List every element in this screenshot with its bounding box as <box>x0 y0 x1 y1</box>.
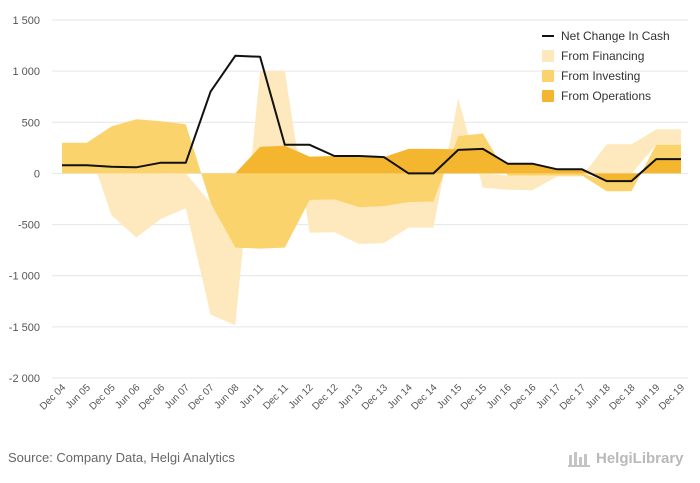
area-from-investing <box>62 119 681 249</box>
x-tick-label: Jun 08 <box>212 382 241 411</box>
x-tick-label: Dec 18 <box>607 382 637 412</box>
legend-label: From Investing <box>561 69 640 83</box>
x-tick-label: Dec 12 <box>310 382 340 412</box>
x-tick-label: Dec 04 <box>38 382 68 412</box>
x-tick-label: Dec 17 <box>558 382 588 412</box>
legend-swatch <box>542 90 554 102</box>
area-from-financing <box>62 70 681 326</box>
x-tick-label: Dec 19 <box>657 382 687 412</box>
legend-swatch <box>542 50 554 62</box>
line-net-change-in-cash <box>62 54 681 183</box>
brand-name: HelgiLibrary <box>596 449 684 467</box>
y-tick-label: -1 000 <box>9 271 40 283</box>
y-tick-label: -500 <box>18 220 40 232</box>
y-tick-label: 500 <box>22 117 40 129</box>
area-from-operations <box>62 145 681 182</box>
x-tick-label: Dec 16 <box>508 382 538 412</box>
x-tick-label: Dec 11 <box>261 382 291 412</box>
legend-label: Net Change In Cash <box>561 29 670 43</box>
legend-swatch <box>542 70 554 82</box>
x-tick-label: Dec 06 <box>137 382 167 412</box>
y-tick-label: 1 000 <box>12 66 40 78</box>
x-tick-label: Dec 15 <box>459 382 489 412</box>
legend-label: From Financing <box>561 49 644 63</box>
y-axis: 1 500 1 000 500 0 -500 -1 000 -1 500 -2 000 <box>9 15 40 385</box>
source-note: Source: Company Data, Helgi Analytics <box>8 450 235 465</box>
legend: Net Change In Cash From Financing From Inv… <box>542 29 670 103</box>
plot-areas <box>62 70 681 326</box>
x-tick-label: Dec 13 <box>360 382 390 412</box>
x-tick-label: Dec 07 <box>186 382 216 412</box>
y-tick-label: 0 <box>34 168 40 180</box>
legend-label: From Operations <box>561 89 651 103</box>
y-tick-label: -1 500 <box>9 322 40 334</box>
chart: 1 500 1 000 500 0 -500 -1 000 -1 500 -2 000 Dec… <box>9 15 688 413</box>
x-tick-label: Dec 05 <box>87 382 117 412</box>
x-tick-label: Dec 14 <box>409 382 439 412</box>
plot-line <box>62 54 681 183</box>
brand-logo: HelgiLibrary <box>568 449 684 467</box>
y-tick-label: -2 000 <box>9 373 40 385</box>
library-icon <box>568 452 590 467</box>
y-tick-label: 1 500 <box>12 15 40 27</box>
